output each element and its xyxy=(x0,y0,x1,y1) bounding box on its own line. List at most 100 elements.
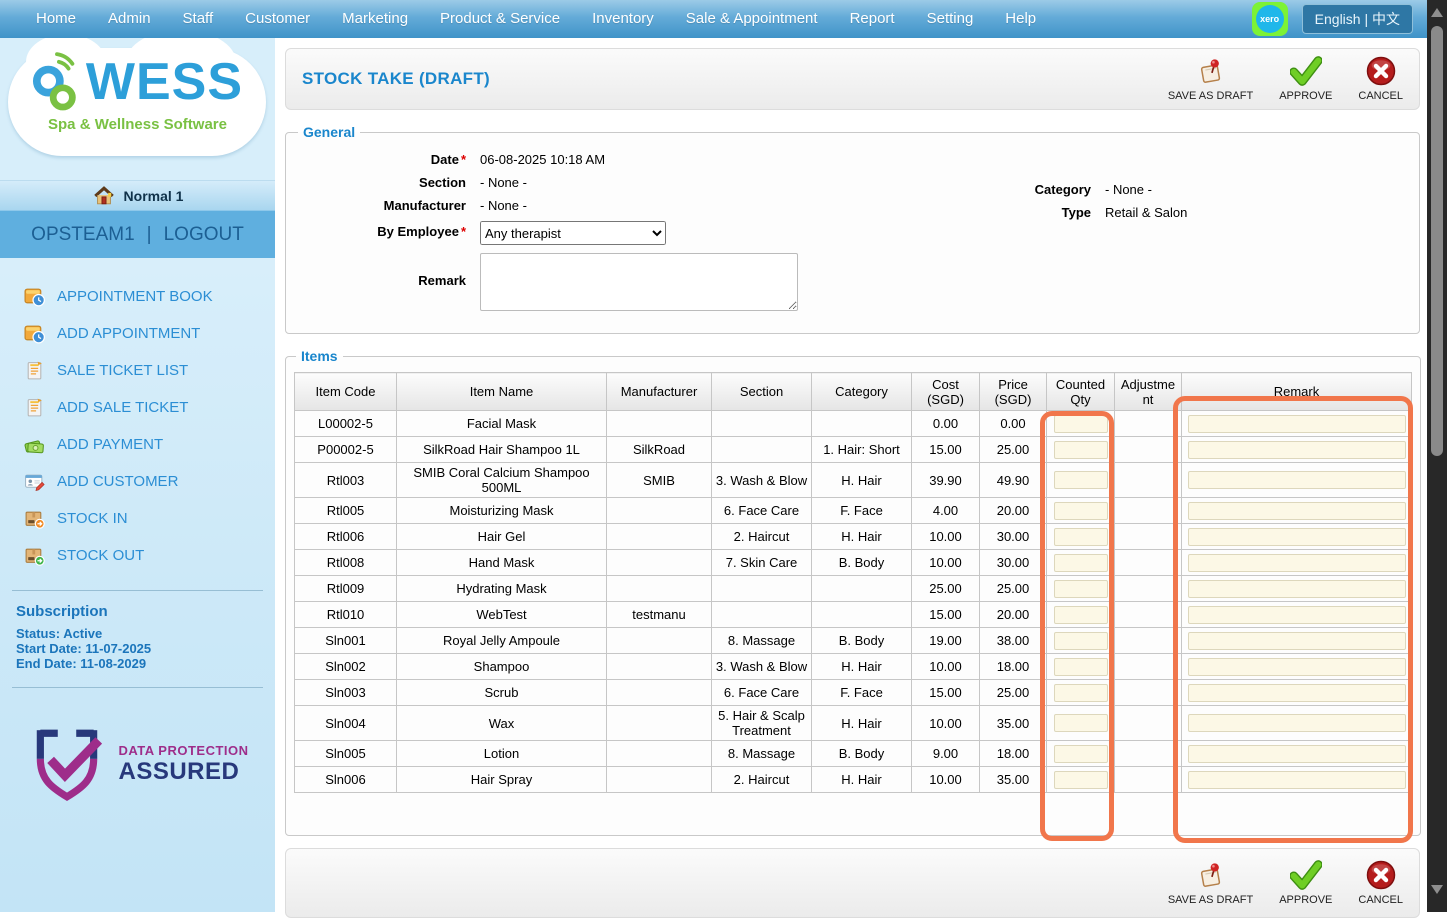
cell-cost: 0.00 xyxy=(911,410,980,437)
table-row: Sln005 Lotion 8. Massage B. Body 9.00 18.00 xyxy=(294,740,1412,767)
counted-qty-input[interactable] xyxy=(1053,414,1108,433)
remark-input[interactable] xyxy=(1187,631,1406,650)
sidebar-item-add-appointment[interactable]: ADD APPOINTMENT xyxy=(0,315,275,352)
sidebar-item-add-payment[interactable]: ADD PAYMENT xyxy=(0,426,275,463)
cancel-button[interactable]: CANCEL xyxy=(1358,860,1403,906)
nav-item-customer[interactable]: Customer xyxy=(245,10,311,27)
appointment-book-icon xyxy=(24,288,45,307)
nav-item-inventory[interactable]: Inventory xyxy=(592,10,654,27)
nav-item-sale-appointment[interactable]: Sale & Appointment xyxy=(685,10,818,27)
remark-input[interactable] xyxy=(1187,683,1406,702)
cell-price: 35.00 xyxy=(979,705,1047,741)
sidebar-item-stock-in[interactable]: STOCK IN xyxy=(0,500,275,537)
vertical-scrollbar[interactable] xyxy=(1427,0,1447,912)
cell-category: B. Body xyxy=(811,549,912,576)
cell-category: B. Body xyxy=(811,627,912,654)
remark-input[interactable] xyxy=(1187,605,1406,624)
sidebar-item-add-sale-ticket[interactable]: ADD SALE TICKET xyxy=(0,389,275,426)
remark-input[interactable] xyxy=(1187,440,1406,459)
counted-qty-input[interactable] xyxy=(1053,770,1108,789)
subscription-status: Status: Active xyxy=(16,626,103,641)
nav-item-staff[interactable]: Staff xyxy=(182,10,214,27)
pin-note-icon xyxy=(1195,56,1227,89)
approve-button[interactable]: APPROVE xyxy=(1279,56,1332,102)
remark-input[interactable] xyxy=(1187,714,1406,732)
nav-item-help[interactable]: Help xyxy=(1005,10,1037,27)
cell-category: 1. Hair: Short xyxy=(811,436,912,463)
badge-line1: DATA PROTECTION xyxy=(118,742,249,758)
cell-counted-qty xyxy=(1046,523,1115,550)
counted-qty-input[interactable] xyxy=(1053,714,1108,732)
counted-qty-input[interactable] xyxy=(1053,527,1108,546)
sidebar-menu: APPOINTMENT BOOK ADD APPOINTMENT SALE TICK… xyxy=(0,258,275,574)
cell-cost: 10.00 xyxy=(911,523,980,550)
cancel-x-icon xyxy=(1365,860,1397,893)
cell-section: 6. Face Care xyxy=(711,497,812,524)
nav-item-home[interactable]: Home xyxy=(36,10,77,27)
approve-button[interactable]: APPROVE xyxy=(1279,860,1332,906)
employee-select[interactable]: Any therapist xyxy=(480,221,666,245)
counted-qty-input[interactable] xyxy=(1053,579,1108,598)
remark-input[interactable] xyxy=(1187,744,1406,763)
cell-category: B. Body xyxy=(811,740,912,767)
cell-adjustment xyxy=(1114,549,1182,576)
counted-qty-input[interactable] xyxy=(1053,744,1108,763)
nav-item-product-service[interactable]: Product & Service xyxy=(440,10,561,27)
cell-counted-qty xyxy=(1046,462,1115,498)
sidebar-item-add-customer[interactable]: ADD CUSTOMER xyxy=(0,463,275,500)
nav-item-setting[interactable]: Setting xyxy=(926,10,974,27)
remark-input[interactable] xyxy=(1187,553,1406,572)
cell-cost: 25.00 xyxy=(911,575,980,602)
save-as-draft-button[interactable]: SAVE AS DRAFT xyxy=(1168,860,1253,906)
cell-section: 8. Massage xyxy=(711,627,812,654)
sidebar-item-stock-out[interactable]: STOCK OUT xyxy=(0,537,275,574)
cell-manufacturer xyxy=(606,705,712,741)
category-value: - None - xyxy=(1105,182,1152,197)
counted-qty-input[interactable] xyxy=(1053,553,1108,572)
column-header-price-sgd: Price (SGD) xyxy=(979,372,1047,411)
sidebar-item-appointment-book[interactable]: APPOINTMENT BOOK xyxy=(0,278,275,315)
counted-qty-input[interactable] xyxy=(1053,440,1108,459)
cell-category: H. Hair xyxy=(811,523,912,550)
remark-textarea[interactable] xyxy=(480,253,798,311)
nav-item-admin[interactable]: Admin xyxy=(108,10,151,27)
remark-input[interactable] xyxy=(1187,579,1406,598)
table-header-row: Item Code Item Name Manufacturer Section Cat… xyxy=(294,372,1412,411)
cell-item-name: Scrub xyxy=(396,679,607,706)
type-value: Retail & Salon xyxy=(1105,205,1188,220)
subscription-title: Subscription xyxy=(16,603,108,620)
username-link[interactable]: OPSTEAM1 xyxy=(31,223,135,245)
action-label: CANCEL xyxy=(1358,894,1403,906)
date-value: 06-08-2025 10:18 AM xyxy=(480,152,606,167)
remark-input[interactable] xyxy=(1187,770,1406,789)
xero-button[interactable]: xero xyxy=(1251,2,1288,36)
scrollbar-thumb[interactable] xyxy=(1431,26,1443,456)
sidebar-item-sale-ticket-list[interactable]: SALE TICKET LIST xyxy=(0,352,275,389)
scroll-down-arrow[interactable] xyxy=(1431,885,1443,894)
logout-link[interactable]: LOGOUT xyxy=(163,223,244,245)
cancel-button[interactable]: CANCEL xyxy=(1358,56,1403,102)
stock-out-icon xyxy=(25,548,45,566)
remark-input[interactable] xyxy=(1187,657,1406,676)
cell-manufacturer xyxy=(606,766,712,793)
header-actions: SAVE AS DRAFT APPROVE CANCEL xyxy=(1168,56,1403,102)
sale-ticket-list-icon xyxy=(27,361,42,380)
cell-adjustment xyxy=(1114,601,1182,628)
counted-qty-input[interactable] xyxy=(1053,631,1108,650)
cell-adjustment xyxy=(1114,410,1182,437)
counted-qty-input[interactable] xyxy=(1053,471,1108,489)
scroll-up-arrow[interactable] xyxy=(1431,8,1443,17)
counted-qty-input[interactable] xyxy=(1053,683,1108,702)
remark-input[interactable] xyxy=(1187,471,1406,489)
language-toggle-button[interactable]: English | 中文 xyxy=(1301,4,1413,34)
save-as-draft-button[interactable]: SAVE AS DRAFT xyxy=(1168,56,1253,102)
sidebar-item-label: STOCK IN xyxy=(57,510,128,527)
remark-input[interactable] xyxy=(1187,414,1406,433)
counted-qty-input[interactable] xyxy=(1053,657,1108,676)
remark-input[interactable] xyxy=(1187,501,1406,520)
counted-qty-input[interactable] xyxy=(1053,605,1108,624)
nav-item-marketing[interactable]: Marketing xyxy=(342,10,409,27)
remark-input[interactable] xyxy=(1187,527,1406,546)
counted-qty-input[interactable] xyxy=(1053,501,1108,520)
nav-item-report[interactable]: Report xyxy=(849,10,895,27)
